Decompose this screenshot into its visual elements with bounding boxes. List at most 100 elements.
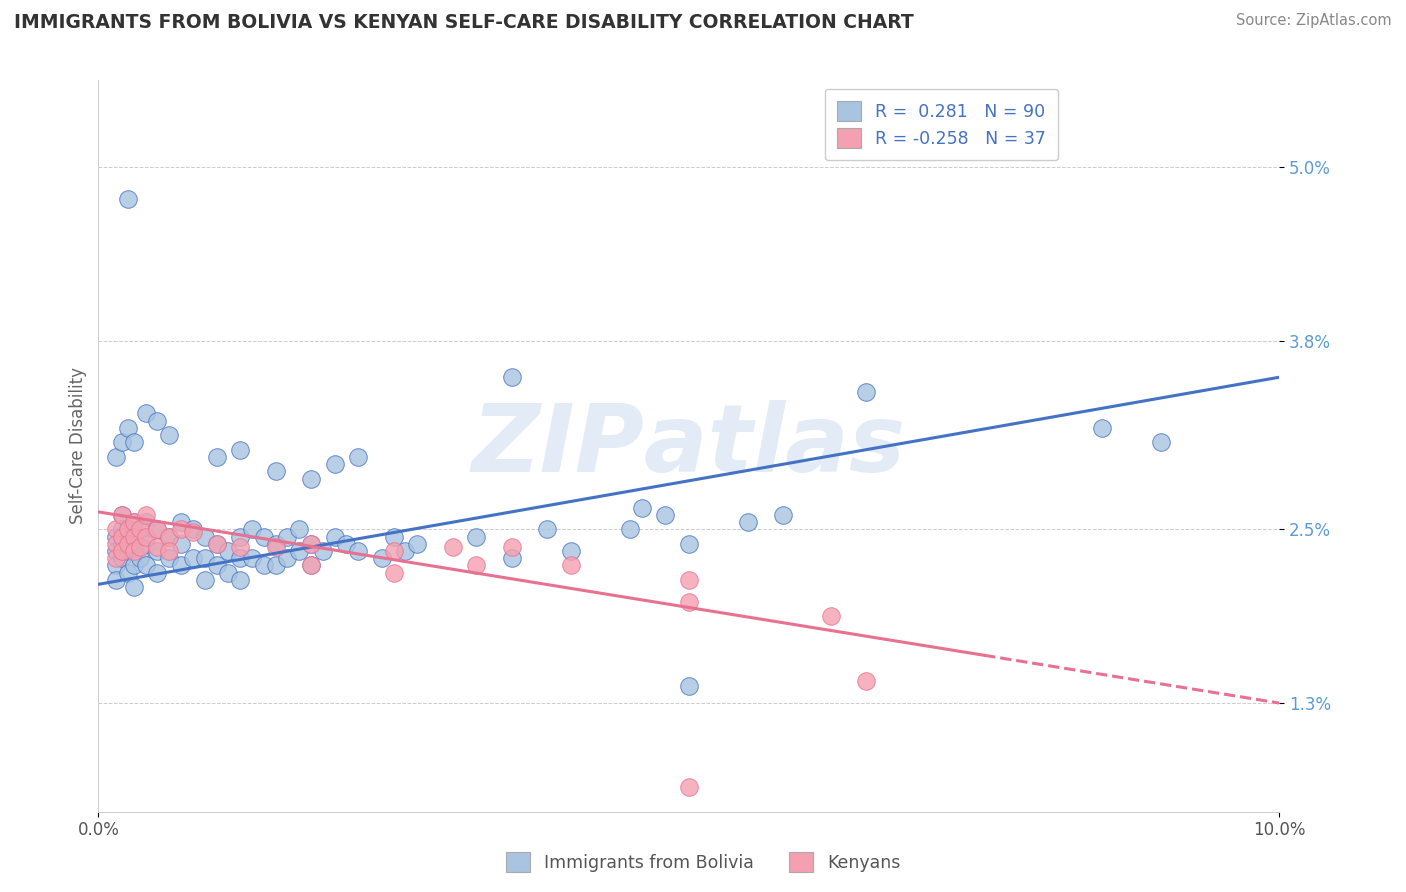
- Point: [253, 558, 276, 573]
- Point: [276, 551, 298, 566]
- Point: [105, 529, 128, 543]
- Point: [117, 522, 139, 536]
- Point: [157, 428, 180, 442]
- Point: [299, 558, 322, 573]
- Point: [347, 450, 370, 464]
- Point: [264, 540, 287, 554]
- Point: [229, 551, 252, 566]
- Point: [855, 674, 877, 689]
- Point: [194, 529, 217, 543]
- Point: [264, 558, 287, 573]
- Point: [288, 522, 311, 536]
- Point: [501, 370, 523, 384]
- Point: [135, 406, 157, 420]
- Point: [122, 435, 145, 450]
- Point: [117, 192, 139, 206]
- Point: [276, 529, 298, 543]
- Point: [465, 529, 488, 543]
- Point: [371, 551, 394, 566]
- Point: [105, 558, 128, 573]
- Point: [217, 544, 239, 558]
- Point: [111, 544, 134, 558]
- Point: [146, 566, 169, 580]
- Point: [111, 529, 134, 543]
- Point: [111, 508, 134, 522]
- Point: [146, 414, 169, 428]
- Point: [205, 558, 228, 573]
- Point: [323, 529, 346, 543]
- Point: [181, 522, 204, 536]
- Point: [117, 544, 139, 558]
- Point: [122, 515, 145, 529]
- Point: [229, 573, 252, 587]
- Point: [229, 442, 252, 457]
- Text: IMMIGRANTS FROM BOLIVIA VS KENYAN SELF-CARE DISABILITY CORRELATION CHART: IMMIGRANTS FROM BOLIVIA VS KENYAN SELF-C…: [14, 13, 914, 32]
- Point: [229, 540, 252, 554]
- Point: [122, 558, 145, 573]
- Point: [240, 522, 263, 536]
- Point: [288, 544, 311, 558]
- Point: [117, 421, 139, 435]
- Point: [501, 551, 523, 566]
- Point: [205, 537, 228, 551]
- Point: [146, 540, 169, 554]
- Point: [128, 540, 150, 554]
- Point: [128, 551, 150, 566]
- Point: [820, 609, 842, 624]
- Point: [382, 544, 405, 558]
- Point: [117, 522, 139, 536]
- Point: [111, 551, 134, 566]
- Text: Source: ZipAtlas.com: Source: ZipAtlas.com: [1236, 13, 1392, 29]
- Point: [737, 515, 759, 529]
- Point: [323, 457, 346, 471]
- Point: [117, 537, 139, 551]
- Point: [678, 780, 700, 794]
- Point: [111, 508, 134, 522]
- Point: [181, 551, 204, 566]
- Point: [111, 435, 134, 450]
- Legend: Immigrants from Bolivia, Kenyans: Immigrants from Bolivia, Kenyans: [499, 845, 907, 879]
- Point: [105, 537, 128, 551]
- Point: [441, 540, 464, 554]
- Point: [299, 558, 322, 573]
- Point: [654, 508, 676, 522]
- Point: [105, 573, 128, 587]
- Point: [264, 464, 287, 478]
- Point: [1150, 435, 1173, 450]
- Y-axis label: Self-Care Disability: Self-Care Disability: [69, 368, 87, 524]
- Point: [347, 544, 370, 558]
- Point: [678, 595, 700, 609]
- Point: [111, 522, 134, 536]
- Point: [560, 558, 582, 573]
- Point: [194, 551, 217, 566]
- Text: ZIP​atlas: ZIP​atlas: [472, 400, 905, 492]
- Point: [157, 529, 180, 543]
- Point: [382, 529, 405, 543]
- Point: [146, 544, 169, 558]
- Point: [170, 537, 193, 551]
- Point: [678, 573, 700, 587]
- Point: [335, 537, 357, 551]
- Legend: R =  0.281   N = 90, R = -0.258   N = 37: R = 0.281 N = 90, R = -0.258 N = 37: [825, 89, 1059, 161]
- Point: [465, 558, 488, 573]
- Point: [157, 551, 180, 566]
- Point: [122, 537, 145, 551]
- Point: [135, 529, 157, 543]
- Point: [501, 540, 523, 554]
- Point: [205, 450, 228, 464]
- Point: [146, 522, 169, 536]
- Point: [382, 566, 405, 580]
- Point: [205, 537, 228, 551]
- Point: [170, 515, 193, 529]
- Point: [128, 522, 150, 536]
- Point: [105, 522, 128, 536]
- Point: [135, 537, 157, 551]
- Point: [619, 522, 641, 536]
- Point: [772, 508, 794, 522]
- Point: [194, 573, 217, 587]
- Point: [157, 544, 180, 558]
- Point: [111, 537, 134, 551]
- Point: [128, 529, 150, 543]
- Point: [678, 537, 700, 551]
- Point: [299, 472, 322, 486]
